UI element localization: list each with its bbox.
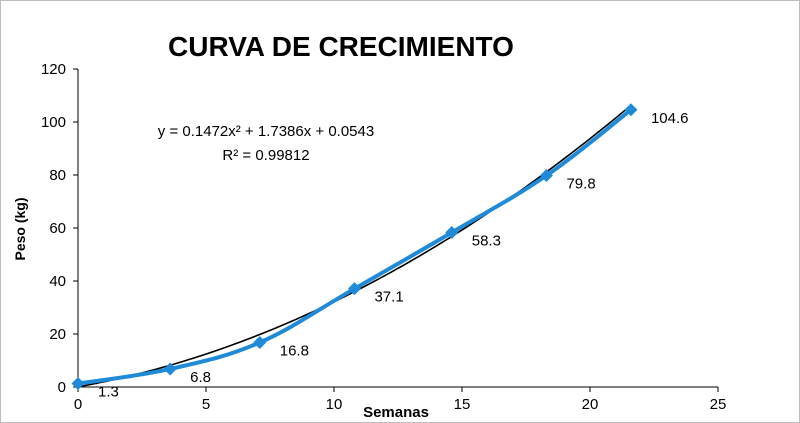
x-tick-label: 5 xyxy=(202,396,210,413)
x-axis-label: Semanas xyxy=(363,404,429,421)
data-label: 79.8 xyxy=(566,176,595,193)
data-point-marker xyxy=(71,377,85,391)
y-tick-label: 20 xyxy=(49,326,66,343)
data-labels-layer: 1.3 6.8 16.8 37.1 58.3 79.8 104.6 xyxy=(98,110,689,401)
data-label: 104.6 xyxy=(651,110,689,127)
x-tick-label: 0 xyxy=(74,396,82,413)
axes: 0 20 40 60 80 100 120 0 5 10 15 20 25 xyxy=(41,61,726,413)
data-label: 6.8 xyxy=(190,369,211,386)
y-axis-label: Peso (kg) xyxy=(12,197,28,260)
data-label: 37.1 xyxy=(374,289,403,306)
series-layer xyxy=(71,103,638,391)
data-point-marker xyxy=(539,169,553,183)
y-tick-label: 80 xyxy=(49,167,66,184)
y-tick-label: 40 xyxy=(49,273,66,290)
y-tick-label: 0 xyxy=(58,379,66,396)
data-point-marker xyxy=(624,103,638,117)
data-point-marker xyxy=(163,362,177,376)
x-tick-label: 15 xyxy=(454,396,471,413)
y-tick-label: 100 xyxy=(41,114,66,131)
data-point-marker xyxy=(347,282,361,296)
trendline xyxy=(77,104,632,388)
x-tick-label: 10 xyxy=(326,396,343,413)
trendline-equation: y = 0.1472x² + 1.7386x + 0.0543 xyxy=(158,123,374,140)
trendline-r-squared: R² = 0.99812 xyxy=(222,147,309,164)
trendline-layer xyxy=(77,104,632,388)
y-tick-label: 120 xyxy=(41,61,66,78)
data-point-marker xyxy=(445,226,459,240)
x-tick-label: 25 xyxy=(710,396,727,413)
data-point-marker xyxy=(253,335,267,349)
data-label: 58.3 xyxy=(472,233,501,250)
series-line xyxy=(77,108,633,386)
y-tick-label: 60 xyxy=(49,220,66,237)
chart-title: CURVA DE CRECIMIENTO xyxy=(168,31,514,62)
x-tick-label: 20 xyxy=(582,396,599,413)
data-label: 16.8 xyxy=(280,342,309,359)
data-label: 1.3 xyxy=(98,384,119,401)
